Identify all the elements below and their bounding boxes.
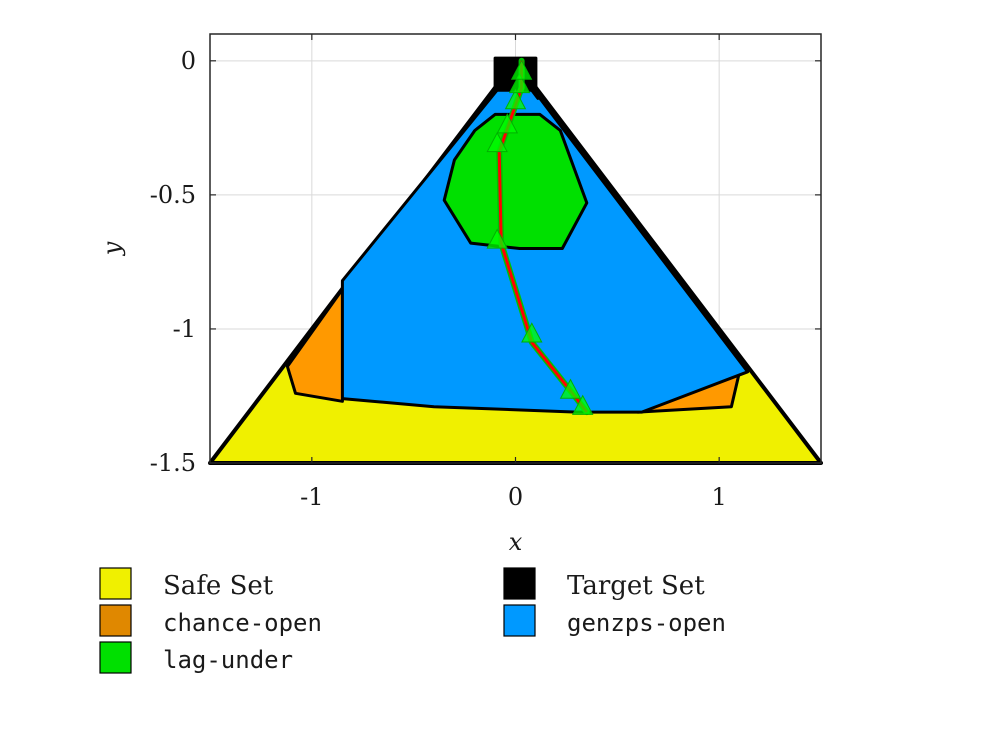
legend-swatch [99, 604, 132, 637]
trajectory-marker [486, 131, 508, 153]
legend-swatch [503, 567, 536, 600]
ticks: -1 0 1 0 -0.5 -1 -1.5 [150, 34, 821, 511]
legend-swatch [99, 641, 132, 674]
legend-label: Target Set [567, 571, 705, 601]
x-axis-label: x [509, 528, 523, 556]
trajectory-marker [496, 113, 519, 134]
trajectory-marker [559, 378, 582, 399]
y-tick-label: 0 [181, 47, 196, 75]
y-tick-label: -1.5 [150, 449, 196, 477]
trajectory-marker [508, 72, 531, 94]
legend-label: lag-under [163, 646, 293, 674]
x-tick-label: 0 [508, 483, 523, 511]
trajectory-marker [521, 322, 543, 343]
y-axis-label: y [98, 241, 126, 256]
trajectory-marker [571, 394, 594, 415]
trajectory-marker [486, 228, 508, 249]
legend-swatch [99, 567, 132, 600]
legend-label: chance-open [163, 609, 322, 637]
x-tick-label: 1 [712, 483, 727, 511]
trajectory-marker [510, 59, 533, 80]
regions [208, 56, 823, 465]
region-chance-open [285, 279, 350, 403]
trajectory [486, 57, 594, 416]
x-tick-label: -1 [300, 483, 323, 511]
y-tick-label: -1 [173, 315, 196, 343]
y-tick-label: -0.5 [150, 181, 196, 209]
legend-swatch [503, 604, 536, 637]
legend: Safe Set chance-open lag-under Target Set ge… [99, 567, 726, 674]
region-lag-under [442, 112, 589, 250]
legend-label: Safe Set [163, 571, 274, 601]
trajectory-marker [504, 88, 527, 110]
legend-label: genzps-open [567, 609, 726, 637]
